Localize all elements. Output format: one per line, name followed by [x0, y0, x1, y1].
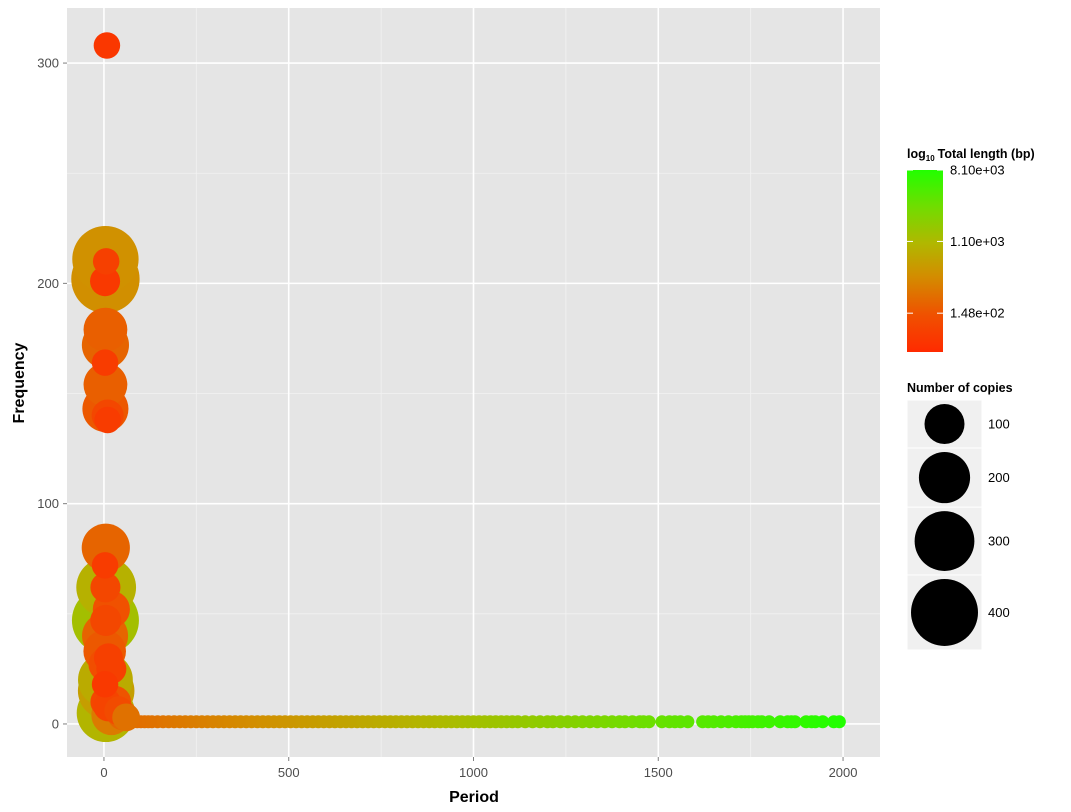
data-point [816, 715, 830, 729]
color-legend-title-subscript: 10 [926, 154, 935, 163]
color-legend-title-main: Total length (bp) [938, 147, 1035, 161]
x-axis: 0 500 1000 1500 2000 [100, 757, 858, 780]
size-legend-keys: 100 200 300 400 [906, 399, 1010, 651]
data-point [642, 715, 656, 729]
size-legend-label: 100 [988, 417, 1010, 432]
color-legend-title: log10 Total length (bp) [907, 147, 1035, 163]
color-legend: log10 Total length (bp) 8.10e+03 1.10e+03 1… [907, 147, 1035, 352]
data-point [788, 715, 802, 729]
size-legend-circle [911, 578, 978, 646]
y-tick-label: 300 [37, 56, 59, 71]
size-legend-label: 300 [988, 534, 1010, 549]
data-point [832, 715, 846, 729]
data-point [83, 362, 128, 407]
x-tick-label: 1000 [459, 765, 488, 780]
size-legend-circle [914, 511, 975, 571]
x-tick-label: 500 [278, 765, 300, 780]
data-points [71, 32, 846, 743]
major-gridlines [67, 8, 880, 757]
y-tick-label: 0 [52, 716, 59, 731]
size-legend-label: 400 [988, 605, 1010, 620]
size-legend-title: Number of copies [907, 381, 1013, 395]
colorbar-ticks: 8.10e+03 1.10e+03 1.48e+02 [907, 163, 1005, 321]
size-legend-circle [918, 452, 971, 504]
size-legend-circle [924, 404, 965, 444]
colorbar-tick-label: 1.48e+02 [950, 306, 1005, 321]
colorbar-tick-label: 1.10e+03 [950, 234, 1005, 249]
colorbar-tick-label: 8.10e+03 [950, 163, 1005, 178]
x-axis-title: Period [449, 789, 499, 806]
data-point [93, 32, 121, 59]
x-tick-label: 0 [100, 765, 107, 780]
y-axis: 0 100 200 300 [37, 56, 67, 731]
data-point [90, 266, 121, 297]
size-legend: Number of copies 100 200 300 400 [906, 381, 1013, 651]
data-point [91, 349, 119, 376]
y-tick-label: 100 [37, 496, 59, 511]
x-tick-label: 1500 [644, 765, 673, 780]
data-point [91, 552, 119, 579]
y-axis-title: Frequency [11, 342, 28, 423]
data-point [762, 715, 776, 729]
data-point [91, 671, 119, 698]
data-point [83, 307, 128, 352]
colorbar [907, 170, 943, 352]
data-point [90, 604, 122, 636]
x-tick-label: 2000 [829, 765, 858, 780]
color-legend-title-log: log [907, 147, 926, 161]
data-point [90, 572, 121, 603]
y-tick-label: 200 [37, 276, 59, 291]
data-point [112, 703, 141, 732]
data-point [92, 248, 120, 275]
size-legend-label: 200 [988, 470, 1010, 485]
data-point [681, 715, 695, 729]
data-point [93, 643, 123, 673]
data-point [94, 406, 121, 434]
